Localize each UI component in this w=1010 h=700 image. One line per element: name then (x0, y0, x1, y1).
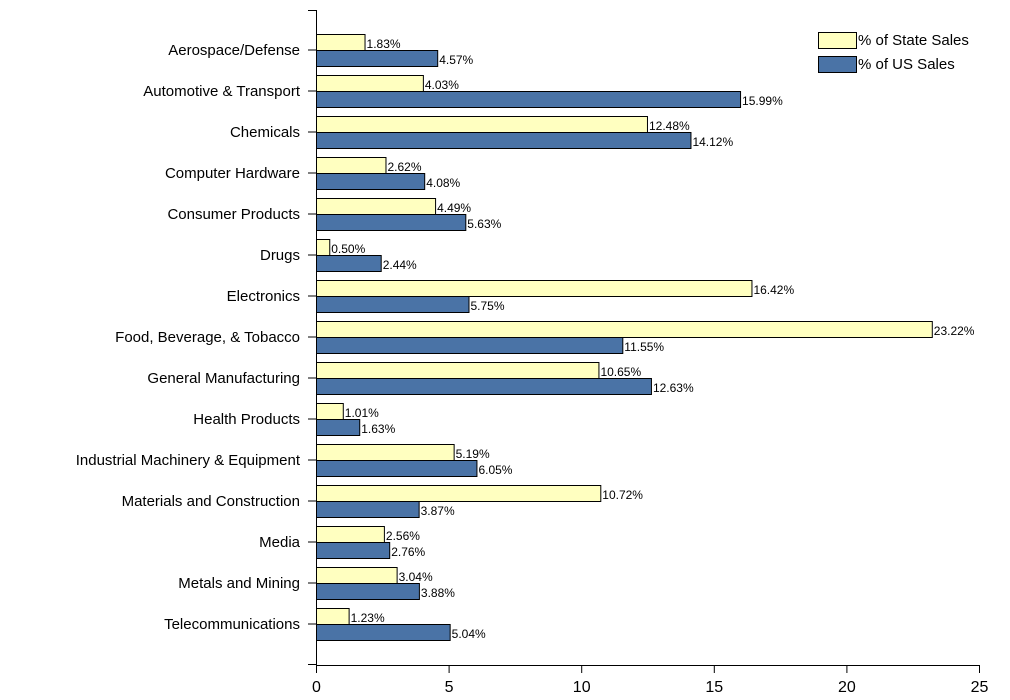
category-label: Electronics (227, 288, 300, 305)
data-label: 12.48% (649, 119, 690, 133)
bar-us-sales (316, 542, 391, 559)
data-label: 5.75% (470, 299, 504, 313)
bar-state-sales (316, 239, 331, 256)
category-label: Metals and Mining (178, 575, 300, 592)
data-label: 2.56% (386, 529, 420, 543)
bar-us-sales (316, 501, 420, 518)
bar-us-sales (316, 132, 692, 149)
legend-label-state-sales: % of State Sales (858, 32, 969, 49)
legend-swatch-us-sales (818, 56, 857, 73)
data-label: 14.12% (692, 135, 733, 149)
bar-state-sales (316, 75, 424, 92)
category-label: General Manufacturing (147, 370, 300, 387)
data-label: 23.22% (934, 324, 975, 338)
data-label: 4.03% (425, 78, 459, 92)
data-label: 12.63% (653, 381, 694, 395)
x-tick-label: 25 (971, 679, 989, 696)
category-label: Aerospace/Defense (168, 42, 300, 59)
category-labels-group: Aerospace/Defense Automotive & Transport C… (76, 42, 301, 633)
bar-state-sales (316, 116, 648, 133)
bar-state-sales (316, 34, 366, 51)
category-label: Media (259, 534, 301, 551)
category-label: Consumer Products (167, 206, 300, 223)
bar-state-sales (316, 485, 602, 502)
bar-us-sales (316, 460, 478, 477)
data-label: 11.55% (624, 340, 664, 354)
bar-us-sales (316, 50, 439, 67)
x-tick-label: 10 (573, 679, 591, 696)
category-label: Food, Beverage, & Tobacco (115, 329, 300, 346)
data-label: 3.04% (399, 570, 433, 584)
data-label: 16.42% (753, 283, 794, 297)
bar-state-sales (316, 444, 455, 461)
data-label: 2.44% (383, 258, 417, 272)
bar-state-sales (316, 526, 385, 543)
bar-state-sales (316, 321, 933, 338)
data-label: 15.99% (742, 94, 783, 108)
legend-swatch-state-sales (818, 32, 857, 49)
category-label: Industrial Machinery & Equipment (76, 452, 301, 469)
data-label: 4.08% (426, 176, 460, 190)
data-label: 6.05% (478, 463, 512, 477)
data-label: 5.04% (452, 627, 486, 641)
data-label: 1.63% (361, 422, 395, 436)
bar-us-sales (316, 337, 624, 354)
bar-state-sales (316, 198, 437, 215)
axes-group: 0 5 10 15 20 25 (308, 10, 989, 696)
bar-us-sales (316, 173, 426, 190)
data-label: 4.49% (437, 201, 471, 215)
x-tick-label: 15 (705, 679, 723, 696)
data-label: 5.19% (456, 447, 490, 461)
bar-state-sales (316, 608, 350, 625)
bar-us-sales (316, 214, 467, 231)
data-labels-group: 1.83% 4.57% 4.03% 15.99% 12.48%14.12% 2.62% 4.… (331, 37, 975, 641)
bar-state-sales (316, 362, 600, 379)
data-label: 1.23% (351, 611, 385, 625)
data-label: 3.87% (421, 504, 455, 518)
legend: % of State Sales % of US Sales (818, 32, 969, 73)
bar-us-sales (316, 583, 420, 600)
data-label: 10.65% (600, 365, 641, 379)
category-label: Computer Hardware (165, 165, 300, 182)
category-label: Drugs (260, 247, 300, 264)
bar-us-sales (316, 624, 451, 641)
data-label: 4.57% (439, 53, 473, 67)
bar-state-sales (316, 567, 398, 584)
data-label: 1.83% (367, 37, 401, 51)
legend-label-us-sales: % of US Sales (858, 56, 955, 73)
category-label: Materials and Construction (122, 493, 300, 510)
data-label: 0.50% (331, 242, 365, 256)
category-label: Automotive & Transport (143, 83, 301, 100)
data-label: 5.63% (467, 217, 501, 231)
bar-us-sales (316, 91, 742, 108)
bar-state-sales (316, 280, 753, 297)
bar-state-sales (316, 403, 344, 420)
data-label: 1.01% (345, 406, 379, 420)
data-label: 10.72% (602, 488, 643, 502)
bar-us-sales (316, 419, 361, 436)
x-tick-label: 20 (838, 679, 856, 696)
data-label: 2.62% (387, 160, 421, 174)
category-label: Health Products (193, 411, 300, 428)
x-tick-label: 5 (445, 679, 454, 696)
x-tick-label: 0 (312, 679, 321, 696)
data-label: 2.76% (391, 545, 425, 559)
category-label: Telecommunications (164, 616, 300, 633)
bar-state-sales (316, 157, 387, 174)
category-label: Chemicals (230, 124, 300, 141)
data-label: 3.88% (421, 586, 455, 600)
bar-us-sales (316, 296, 470, 313)
bar-us-sales (316, 378, 652, 395)
bar-us-sales (316, 255, 382, 272)
